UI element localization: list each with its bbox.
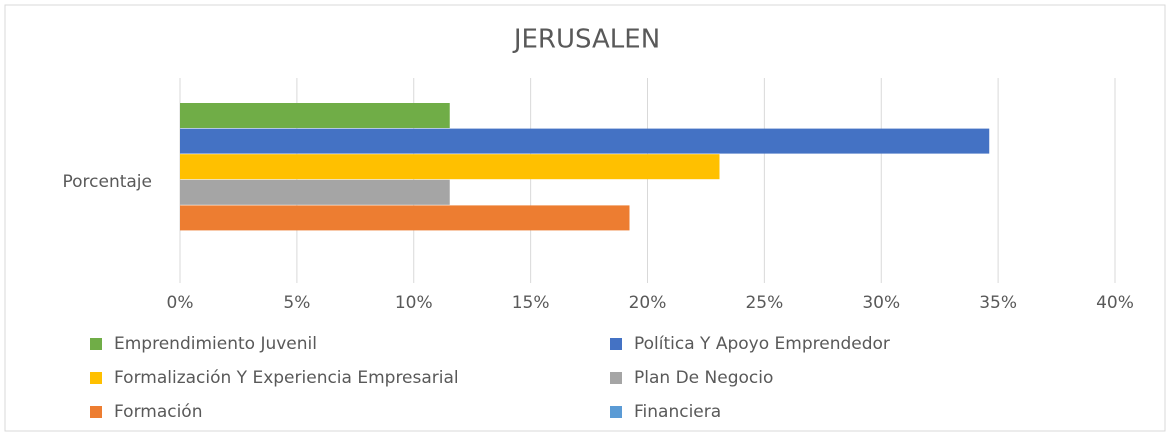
legend-swatch xyxy=(90,406,102,418)
chart-title: JERUSALEN xyxy=(512,25,660,55)
legend-swatch xyxy=(90,372,102,384)
legend-label: Plan De Negocio xyxy=(634,368,773,388)
legend-label: Emprendimiento Juvenil xyxy=(114,334,317,354)
bar xyxy=(180,103,450,128)
x-tick-label: 30% xyxy=(862,293,900,313)
bar xyxy=(180,205,630,231)
x-tick-label: 40% xyxy=(1096,293,1134,313)
x-tick-label: 0% xyxy=(167,293,194,313)
bar xyxy=(180,128,990,154)
legend-swatch xyxy=(90,338,102,350)
x-tick-label: 15% xyxy=(512,293,550,313)
x-tick-label: 35% xyxy=(979,293,1017,313)
bar xyxy=(180,179,450,205)
legend-label: Formación xyxy=(114,402,203,422)
legend-label: Política Y Apoyo Emprendedor xyxy=(634,334,890,354)
bar xyxy=(180,154,720,180)
legend-swatch xyxy=(610,372,622,384)
y-tick-label: Porcentaje xyxy=(62,172,152,192)
legend-swatch xyxy=(610,338,622,350)
legend-label: Financiera xyxy=(634,402,721,422)
x-tick-label: 25% xyxy=(745,293,783,313)
legend-swatch xyxy=(610,406,622,418)
x-tick-label: 5% xyxy=(283,293,310,313)
x-tick-label: 20% xyxy=(629,293,667,313)
legend-label: Formalización Y Experiencia Empresarial xyxy=(114,368,459,388)
x-tick-label: 10% xyxy=(395,293,433,313)
